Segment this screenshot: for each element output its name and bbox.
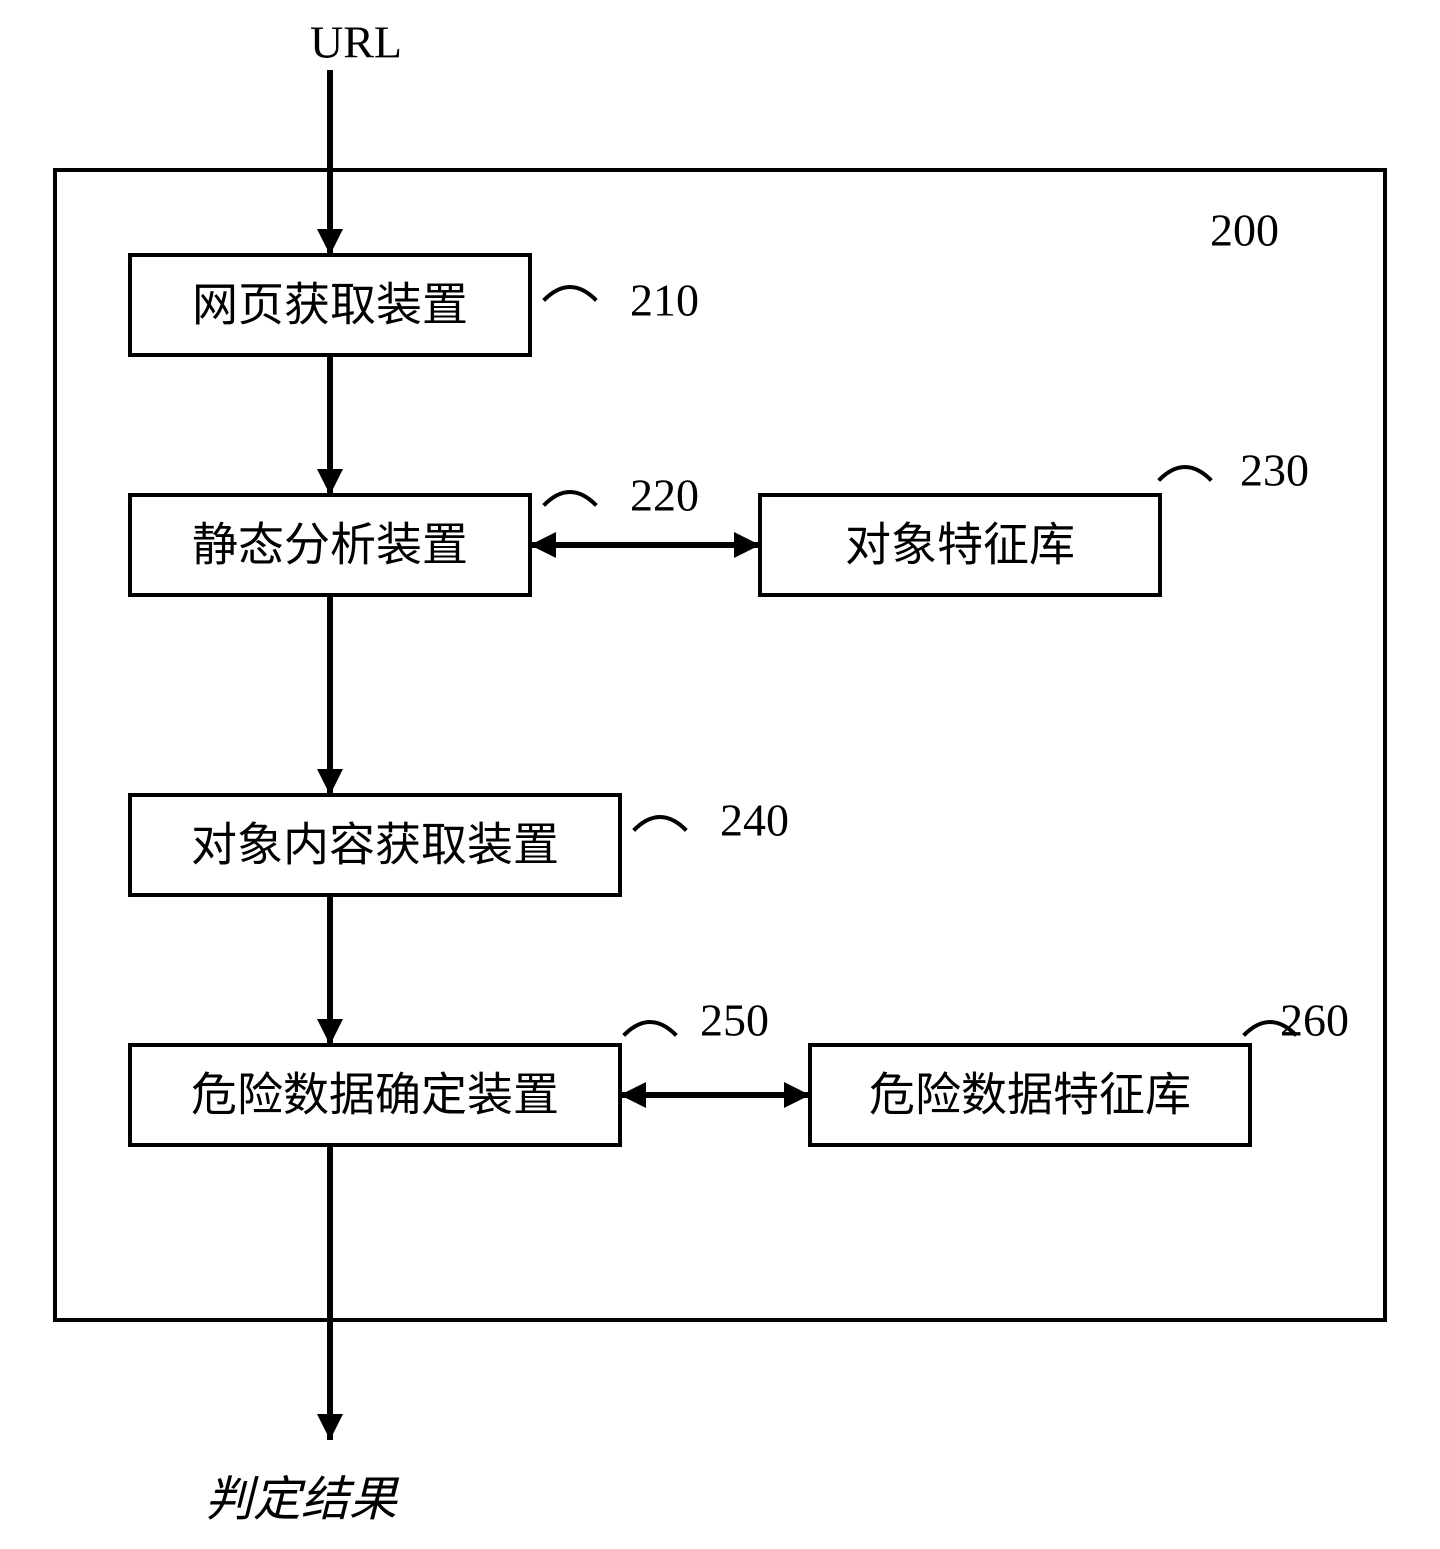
output-label: 判定结果 [205, 1474, 400, 1527]
node-ref-label: 260 [1280, 995, 1349, 1046]
node-text: 静态分析装置 [192, 520, 468, 571]
label-tick [624, 1022, 677, 1035]
node-text: 对象特征库 [845, 520, 1075, 571]
node-ref-label: 230 [1240, 445, 1309, 496]
node-ref-label: 210 [630, 275, 699, 326]
node-ref-label: 250 [700, 995, 769, 1046]
node-text: 网页获取装置 [192, 280, 468, 331]
system-label: 200 [1210, 205, 1279, 256]
label-tick [634, 817, 687, 830]
label-tick [544, 492, 597, 505]
flowchart-svg: 200 URL 网页获取装置 210 静态分析装置 220 对象特征库 230 对象内容获取装置… [0, 0, 1440, 1549]
node-text: 危险数据特征库 [869, 1070, 1191, 1121]
node-ref-label: 240 [720, 795, 789, 846]
node-ref-label: 220 [630, 470, 699, 521]
label-tick [544, 287, 597, 300]
input-label: URL [310, 17, 402, 68]
node-text: 对象内容获取装置 [191, 820, 559, 871]
node-text: 危险数据确定装置 [191, 1070, 559, 1121]
label-tick [1159, 467, 1212, 480]
